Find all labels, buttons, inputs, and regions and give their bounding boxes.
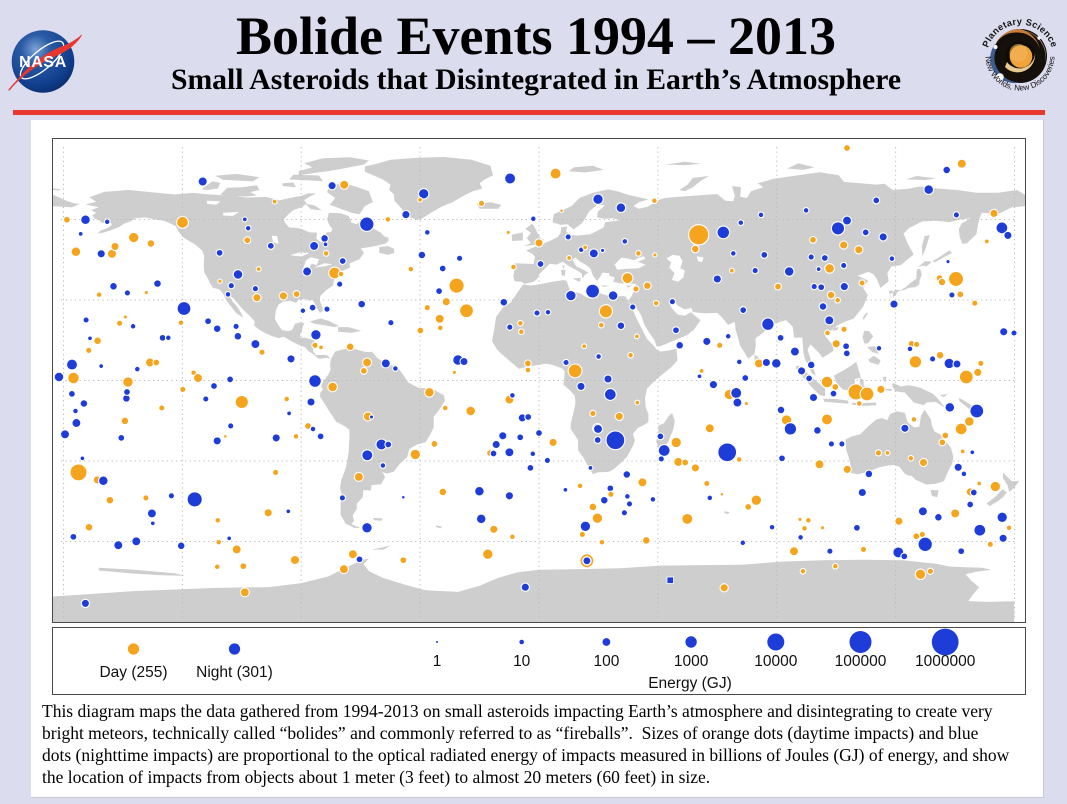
svg-text:Day (255): Day (255) xyxy=(99,664,167,681)
svg-text:Energy (GJ): Energy (GJ) xyxy=(648,675,732,692)
svg-text:100000: 100000 xyxy=(835,653,887,670)
svg-text:1: 1 xyxy=(433,653,442,670)
svg-text:NASA: NASA xyxy=(19,54,67,71)
svg-text:10: 10 xyxy=(513,653,531,670)
svg-text:1000000: 1000000 xyxy=(915,653,976,670)
svg-text:Night (301): Night (301) xyxy=(196,664,273,681)
svg-text:100: 100 xyxy=(593,653,619,670)
svg-text:10000: 10000 xyxy=(754,653,797,670)
svg-text:1000: 1000 xyxy=(674,653,709,670)
